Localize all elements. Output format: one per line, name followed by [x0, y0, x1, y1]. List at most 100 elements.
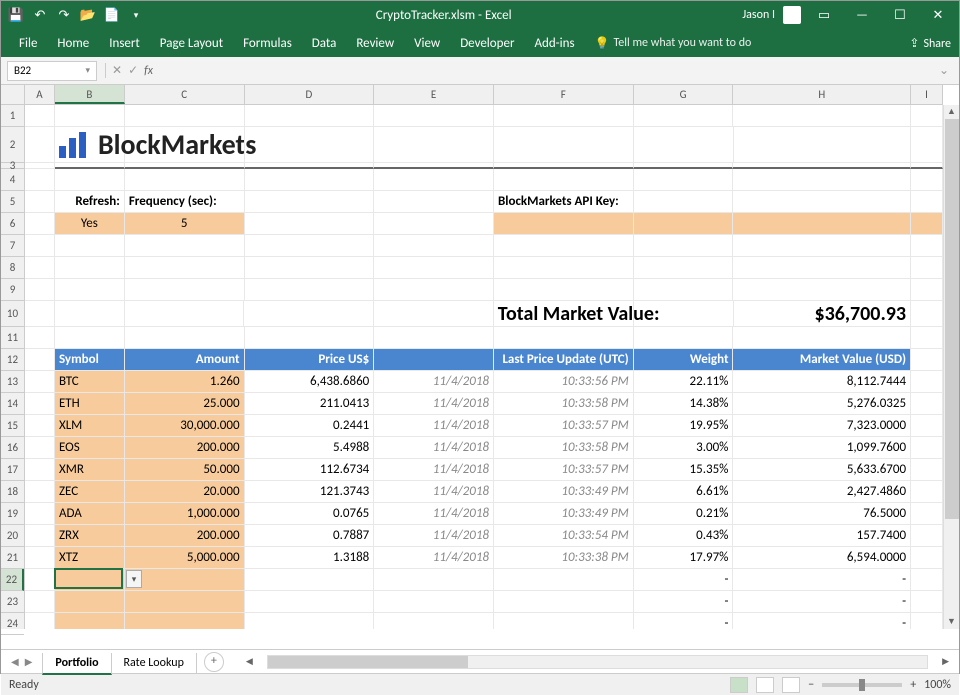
- expand-formula-icon[interactable]: ⌄: [935, 63, 953, 78]
- cell-D17[interactable]: 112.6734: [245, 459, 375, 481]
- cell-G18[interactable]: 6.61%: [634, 481, 734, 503]
- row-header-24[interactable]: 24: [1, 613, 24, 635]
- cell-G8[interactable]: [634, 257, 734, 279]
- cell-E12[interactable]: [374, 349, 494, 371]
- cell-B16[interactable]: EOS: [55, 437, 125, 459]
- ribbon-tab-insert[interactable]: Insert: [99, 32, 150, 55]
- cell-E2[interactable]: [374, 127, 494, 163]
- scroll-thumb[interactable]: [945, 119, 959, 519]
- cell-C16[interactable]: 200.000: [125, 437, 245, 459]
- chevron-down-icon[interactable]: ▾: [85, 65, 90, 76]
- cell-C15[interactable]: 30,000.000: [125, 415, 245, 437]
- cell-C21[interactable]: 5,000.000: [125, 547, 245, 569]
- cell-B18[interactable]: ZEC: [55, 481, 125, 503]
- cell-F18[interactable]: 10:33:49 PM: [494, 481, 634, 503]
- cell-I20[interactable]: [911, 525, 943, 547]
- cell-D9[interactable]: [245, 279, 375, 301]
- cell-D16[interactable]: 5.4988: [245, 437, 375, 459]
- cell-H12[interactable]: Market Value (USD): [733, 349, 911, 371]
- row-header-5[interactable]: 5: [1, 191, 24, 213]
- cell-D1[interactable]: [245, 105, 375, 127]
- close-button[interactable]: ✕: [923, 8, 953, 23]
- cell-B17[interactable]: XMR: [55, 459, 125, 481]
- cell-B19[interactable]: ADA: [55, 503, 125, 525]
- cell-C9[interactable]: [125, 279, 245, 301]
- cell-G2[interactable]: [634, 127, 734, 163]
- column-header-E[interactable]: E: [374, 85, 494, 104]
- tell-me-box[interactable]: 💡 Tell me what you want to do: [595, 36, 752, 51]
- cell-E4[interactable]: [374, 169, 494, 191]
- cell-E11[interactable]: [374, 327, 494, 349]
- cell-F7[interactable]: [494, 235, 634, 257]
- cell-C20[interactable]: 200.000: [125, 525, 245, 547]
- cell-G12[interactable]: Weight: [634, 349, 734, 371]
- cell-I12[interactable]: [911, 349, 943, 371]
- cell-A2[interactable]: [25, 127, 55, 163]
- select-all-cell[interactable]: [1, 85, 25, 105]
- preview-icon[interactable]: 📄: [103, 6, 121, 24]
- cell-H19[interactable]: 76.5000: [733, 503, 911, 525]
- cell-F9[interactable]: [494, 279, 634, 301]
- cell-H7[interactable]: [733, 235, 911, 257]
- cell-D12[interactable]: Price US$: [245, 349, 375, 371]
- cell-A15[interactable]: [25, 415, 55, 437]
- horizontal-scrollbar[interactable]: ◀ ▶: [244, 655, 951, 669]
- zoom-in-button[interactable]: +: [910, 678, 916, 692]
- cell-G11[interactable]: [634, 327, 734, 349]
- cell-E5[interactable]: [374, 191, 494, 213]
- row-header-2[interactable]: 2: [1, 127, 24, 163]
- cell-G21[interactable]: 17.97%: [634, 547, 734, 569]
- normal-view-button[interactable]: [730, 677, 748, 693]
- cell-H13[interactable]: 8,112.7444: [733, 371, 911, 393]
- cell-E1[interactable]: [374, 105, 494, 127]
- cancel-formula-icon[interactable]: ✕: [112, 63, 122, 78]
- sheet-nav-prev-icon[interactable]: ◀: [9, 655, 21, 668]
- open-icon[interactable]: 📂: [79, 6, 97, 24]
- cell-G16[interactable]: 3.00%: [634, 437, 734, 459]
- cell-F24[interactable]: [494, 613, 634, 629]
- cell-B10[interactable]: [55, 301, 125, 327]
- column-header-B[interactable]: B: [55, 85, 125, 104]
- cell-D7[interactable]: [245, 235, 375, 257]
- cell-B23[interactable]: [55, 591, 125, 613]
- user-name[interactable]: Jason I: [742, 8, 775, 22]
- cell-E23[interactable]: [374, 591, 494, 613]
- cell-I19[interactable]: [911, 503, 943, 525]
- cell-I24[interactable]: [911, 613, 943, 629]
- cell-G19[interactable]: 0.21%: [634, 503, 734, 525]
- cell-I23[interactable]: [911, 591, 943, 613]
- cell-B7[interactable]: [55, 235, 125, 257]
- cell-E10[interactable]: [374, 301, 494, 327]
- cell-A17[interactable]: [25, 459, 55, 481]
- cell-A9[interactable]: [25, 279, 55, 301]
- cell-H5[interactable]: [733, 191, 911, 213]
- cell-B11[interactable]: [55, 327, 125, 349]
- cell-F15[interactable]: 10:33:57 PM: [494, 415, 634, 437]
- cell-I8[interactable]: [911, 257, 943, 279]
- cell-H20[interactable]: 157.7400: [733, 525, 911, 547]
- zoom-slider[interactable]: [822, 683, 902, 687]
- row-header-22[interactable]: 22: [1, 569, 24, 591]
- qat-customize-icon[interactable]: ▾: [127, 6, 145, 24]
- cell-F12[interactable]: Last Price Update (UTC): [494, 349, 634, 371]
- cell-H6[interactable]: [733, 213, 911, 235]
- cell-C2[interactable]: [125, 127, 245, 163]
- cell-E24[interactable]: [374, 613, 494, 629]
- cell-C14[interactable]: 25.000: [125, 393, 245, 415]
- cell-F10[interactable]: Total Market Value:: [494, 301, 634, 327]
- cell-I21[interactable]: [911, 547, 943, 569]
- cell-E21[interactable]: 11/4/2018: [374, 547, 494, 569]
- cell-C12[interactable]: Amount: [125, 349, 245, 371]
- cell-E15[interactable]: 11/4/2018: [374, 415, 494, 437]
- cell-C17[interactable]: 50.000: [125, 459, 245, 481]
- cell-H24[interactable]: -: [733, 613, 911, 629]
- sheet-nav-next-icon[interactable]: ▶: [23, 655, 35, 668]
- minimize-button[interactable]: —: [847, 8, 877, 23]
- column-header-A[interactable]: A: [25, 85, 55, 104]
- page-layout-view-button[interactable]: [756, 677, 774, 693]
- cell-F23[interactable]: [494, 591, 634, 613]
- cell-D10[interactable]: [244, 301, 374, 327]
- cell-dropdown-icon[interactable]: ▾: [126, 570, 142, 588]
- cell-D5[interactable]: [245, 191, 375, 213]
- cell-E19[interactable]: 11/4/2018: [374, 503, 494, 525]
